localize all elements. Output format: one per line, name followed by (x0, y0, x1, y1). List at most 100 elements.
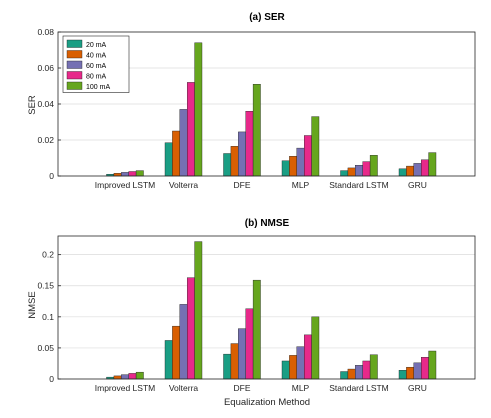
legend-label: 100 mA (86, 84, 110, 91)
nmse-axes-box (57, 235, 476, 380)
ser-y-tick-label: 0.08 (37, 27, 54, 37)
nmse-bar (230, 343, 239, 380)
nmse-bar (113, 375, 122, 380)
nmse-bar (135, 371, 144, 380)
ser-chart-title: (a) SER (249, 12, 285, 23)
nmse-bar (398, 370, 407, 380)
ser-bar (347, 167, 356, 177)
nmse-bar (355, 365, 363, 380)
ser-x-tick-label: GRU (408, 180, 427, 190)
legend-swatch (66, 50, 83, 59)
nmse-bar (311, 316, 320, 380)
ser-bar (362, 161, 371, 177)
nmse-bar (347, 368, 356, 380)
nmse-y-tick-label: 0.1 (42, 312, 54, 322)
legend-swatch (66, 71, 83, 80)
ser-bar (252, 83, 261, 177)
legend-swatch (66, 39, 83, 48)
ser-bar (186, 82, 195, 177)
ser-bar (296, 147, 305, 177)
ser-y-tick-label: 0 (49, 171, 54, 181)
ser-bar (421, 159, 429, 177)
ser-bar (413, 163, 422, 177)
nmse-bar (406, 366, 414, 380)
ser-bar (355, 164, 363, 177)
ser-bar (223, 153, 232, 177)
ser-bar (428, 152, 437, 177)
ser-bar (121, 172, 129, 177)
ser-x-tick-label: Volterra (169, 180, 199, 190)
legend-label: 60 mA (86, 63, 107, 70)
nmse-x-tick-label: GRU (408, 383, 427, 393)
legend-label: 80 mA (86, 74, 107, 81)
nmse-bar (121, 374, 129, 380)
ser-bar (289, 155, 297, 177)
ser-bar (238, 131, 246, 177)
nmse-bar (296, 346, 305, 380)
ser-bar (406, 165, 414, 177)
ser-bar (194, 42, 203, 177)
nmse-bar (428, 350, 437, 380)
nmse-y-tick-label: 0.05 (37, 343, 54, 353)
nmse-panel: (b) NMSE NMSE Equalization Method 0 0.05 0… (27, 218, 476, 408)
nmse-y-tick-label: 0.2 (42, 250, 54, 260)
ser-y-tick-label: 0.06 (37, 63, 54, 73)
nmse-bar (369, 354, 378, 380)
nmse-chart-title: (b) NMSE (245, 218, 290, 229)
ser-bar (245, 110, 254, 177)
legend-label: 20 mA (86, 42, 107, 49)
nmse-x-tick-label: DFE (234, 383, 251, 393)
nmse-bar (172, 325, 180, 380)
nmse-x-tick-label: Improved LSTM (95, 383, 155, 393)
ser-x-tick-label: DFE (234, 180, 251, 190)
ser-bar (281, 160, 290, 177)
nmse-bar (289, 355, 297, 380)
nmse-bar (194, 241, 203, 380)
nmse-x-tick-label: Standard LSTM (329, 383, 389, 393)
ser-bar (164, 142, 173, 177)
x-axis-label: Equalization Method (224, 397, 310, 408)
ser-bar (304, 135, 312, 177)
legend-label: 40 mA (86, 53, 107, 60)
ser-bar (135, 170, 144, 177)
nmse-bar (413, 362, 422, 380)
ser-bar (113, 173, 122, 177)
ser-y-tick-label: 0.02 (37, 135, 54, 145)
ser-x-tick-label: MLP (292, 180, 310, 190)
ser-bar (179, 109, 188, 177)
ser-x-tick-label: Standard LSTM (329, 180, 389, 190)
legend: 20 mA 40 mA 60 mA 80 mA 100 mA (62, 35, 130, 93)
ser-y-axis-label: SER (27, 95, 38, 115)
ser-panel: (a) SER SER 0 0.02 0.04 0.06 0.08 Improved LS… (27, 12, 476, 190)
ser-axes-box (57, 31, 476, 177)
ser-x-tick-label: Improved LSTM (95, 180, 155, 190)
nmse-bar (362, 360, 371, 380)
legend-swatch (66, 60, 83, 69)
nmse-bar (421, 357, 429, 380)
ser-bar (398, 168, 407, 177)
ser-bar (230, 146, 239, 177)
ser-bar (369, 155, 378, 177)
ser-bar (172, 130, 180, 177)
nmse-x-tick-label: MLP (292, 383, 310, 393)
ser-bar (311, 116, 320, 177)
nmse-x-tick-label: Volterra (169, 383, 199, 393)
ser-bar (128, 171, 137, 177)
nmse-bar (179, 304, 188, 380)
nmse-bar (128, 373, 137, 380)
nmse-y-tick-label: 0.15 (37, 281, 54, 291)
ser-y-tick-label: 0.04 (37, 99, 54, 109)
nmse-bar (281, 360, 290, 380)
nmse-bar (304, 334, 312, 380)
ser-bar (340, 170, 349, 177)
nmse-bar (223, 353, 232, 380)
nmse-bar (340, 371, 349, 380)
nmse-bar (164, 340, 173, 380)
nmse-bar (252, 279, 261, 380)
nmse-bar (245, 308, 254, 380)
nmse-bar (186, 277, 195, 380)
nmse-y-tick-label: 0 (49, 374, 54, 384)
nmse-bar (238, 328, 246, 380)
legend-swatch (66, 81, 83, 90)
